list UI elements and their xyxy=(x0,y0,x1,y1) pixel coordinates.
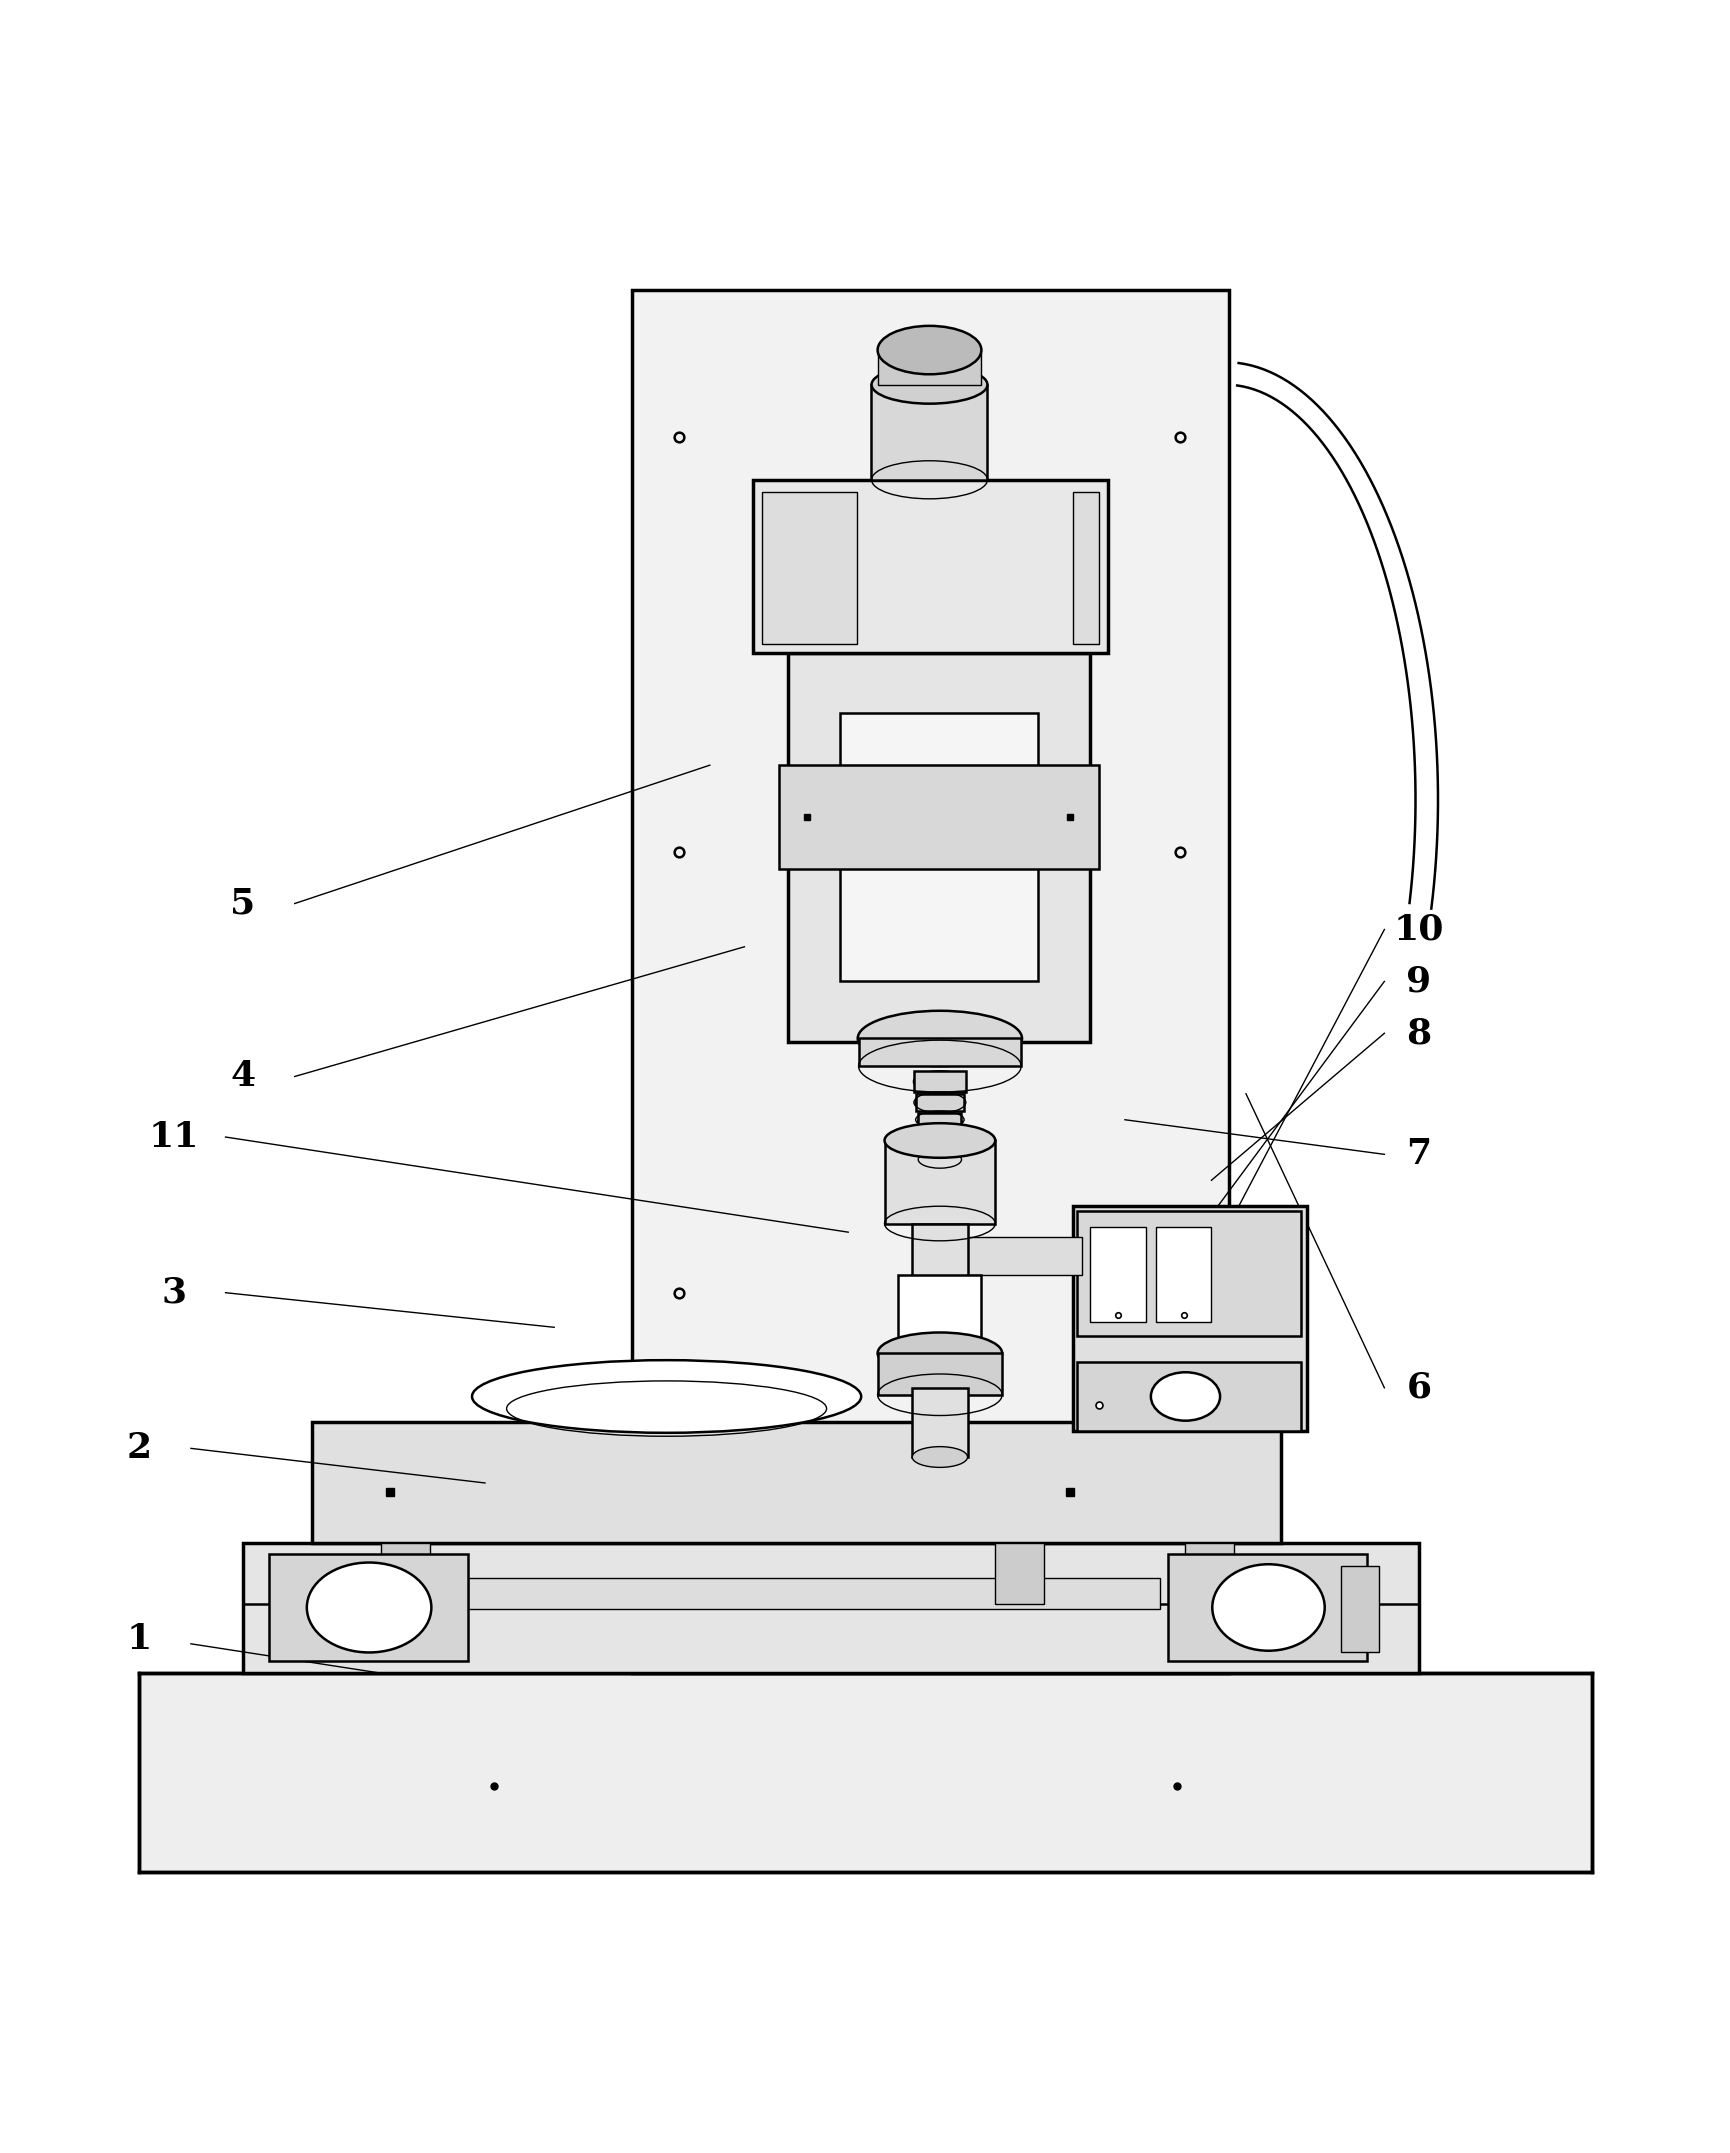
Bar xyxy=(138,1673,1592,1873)
Bar xyxy=(912,1223,967,1283)
Bar xyxy=(753,480,1107,652)
Bar xyxy=(242,1544,1419,1673)
Ellipse shape xyxy=(877,1333,1002,1374)
Text: 11: 11 xyxy=(149,1120,199,1154)
Ellipse shape xyxy=(858,1010,1021,1066)
Bar xyxy=(1168,1554,1367,1662)
Text: 9: 9 xyxy=(1405,965,1431,999)
Bar xyxy=(917,1135,960,1152)
Bar xyxy=(381,1544,429,1604)
Ellipse shape xyxy=(472,1361,862,1432)
Bar xyxy=(761,491,856,644)
Bar xyxy=(467,1578,1159,1608)
Text: 7: 7 xyxy=(1405,1137,1431,1171)
Bar xyxy=(995,1544,1043,1604)
Ellipse shape xyxy=(915,1094,964,1111)
Bar xyxy=(912,1389,967,1458)
Bar xyxy=(1073,1206,1306,1432)
Text: 1: 1 xyxy=(126,1621,152,1656)
Bar xyxy=(870,385,986,480)
Bar xyxy=(858,1038,1021,1066)
Ellipse shape xyxy=(912,1447,967,1468)
Ellipse shape xyxy=(877,325,981,375)
Bar xyxy=(877,1354,1002,1395)
Bar xyxy=(1185,1544,1233,1604)
Bar xyxy=(787,652,1090,1042)
Bar xyxy=(915,1094,964,1111)
Text: 4: 4 xyxy=(230,1059,256,1094)
Ellipse shape xyxy=(917,1135,960,1152)
Bar xyxy=(1073,491,1099,644)
Ellipse shape xyxy=(917,1113,960,1130)
Ellipse shape xyxy=(870,366,986,403)
Bar xyxy=(839,713,1038,982)
Bar xyxy=(1076,1212,1301,1337)
Text: 2: 2 xyxy=(126,1432,152,1466)
Text: 10: 10 xyxy=(1393,913,1443,947)
Ellipse shape xyxy=(306,1563,431,1654)
Bar xyxy=(631,289,1228,1673)
Ellipse shape xyxy=(913,1072,965,1092)
Bar xyxy=(1076,1363,1301,1432)
Text: 6: 6 xyxy=(1405,1371,1431,1404)
Bar xyxy=(1090,1227,1145,1322)
Ellipse shape xyxy=(884,1124,995,1158)
Bar xyxy=(913,1072,965,1092)
Bar xyxy=(778,764,1099,870)
Ellipse shape xyxy=(1211,1565,1323,1651)
Bar xyxy=(898,1275,981,1346)
Bar xyxy=(917,1113,960,1130)
Bar xyxy=(877,351,981,385)
Bar xyxy=(960,1238,1081,1275)
Text: 8: 8 xyxy=(1405,1016,1431,1051)
Bar xyxy=(1341,1565,1379,1654)
Bar xyxy=(268,1554,467,1662)
Bar xyxy=(884,1141,995,1223)
Text: 3: 3 xyxy=(161,1277,187,1309)
Bar xyxy=(311,1423,1280,1544)
Text: 5: 5 xyxy=(230,887,256,921)
Ellipse shape xyxy=(1150,1371,1220,1421)
Bar xyxy=(1156,1227,1211,1322)
